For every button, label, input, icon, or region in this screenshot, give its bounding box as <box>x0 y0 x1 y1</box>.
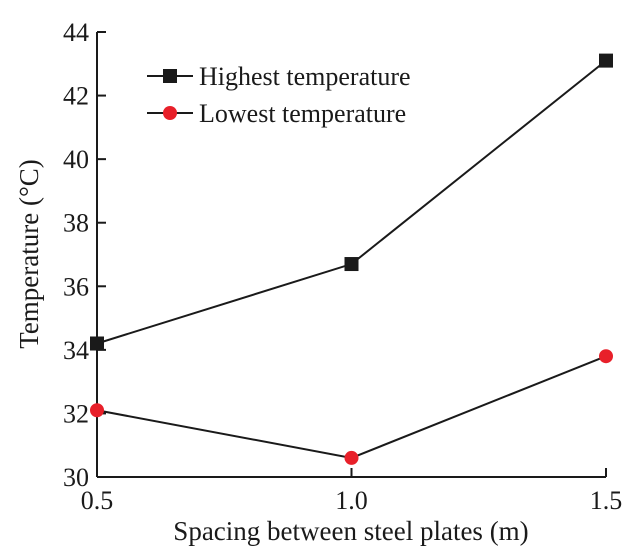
x-tick-label: 1.5 <box>590 486 623 515</box>
x-axis-title: Spacing between steel plates (m) <box>173 516 528 546</box>
legend-item: Highest temperature <box>147 62 411 91</box>
series-line <box>96 355 607 459</box>
data-point <box>599 349 613 364</box>
legend-item: Lowest temperature <box>147 99 406 128</box>
data-point <box>599 53 613 68</box>
x-tick-label: 1.0 <box>335 486 368 515</box>
series-lowest-temperature <box>90 349 613 465</box>
data-point <box>90 336 104 351</box>
legend-label: Highest temperature <box>199 62 411 91</box>
y-tick-label: 44 <box>63 18 89 47</box>
series-highest-temperature <box>90 53 613 351</box>
x-tick-label: 0.5 <box>81 486 114 515</box>
x-axis-ticks: 0.5 1.0 1.5 <box>81 468 623 515</box>
y-tick-label: 40 <box>63 145 89 174</box>
legend-marker <box>163 69 177 83</box>
y-axis-title: Temperature (°C) <box>14 159 44 349</box>
data-point <box>344 257 359 272</box>
legend: Highest temperature Lowest temperature <box>147 62 411 128</box>
legend-label: Lowest temperature <box>199 99 406 128</box>
y-tick-label: 38 <box>63 209 89 238</box>
y-tick-label: 32 <box>63 399 89 428</box>
y-tick-label: 36 <box>63 272 89 301</box>
y-tick-label: 42 <box>63 82 89 111</box>
y-tick-label: 34 <box>63 336 89 365</box>
series-layer <box>90 53 613 465</box>
legend-marker <box>163 106 177 120</box>
data-point <box>90 403 104 418</box>
y-tick-label: 30 <box>63 463 89 492</box>
y-axis-ticks: 30 32 34 36 38 40 42 44 <box>63 18 106 492</box>
data-point <box>344 450 359 465</box>
